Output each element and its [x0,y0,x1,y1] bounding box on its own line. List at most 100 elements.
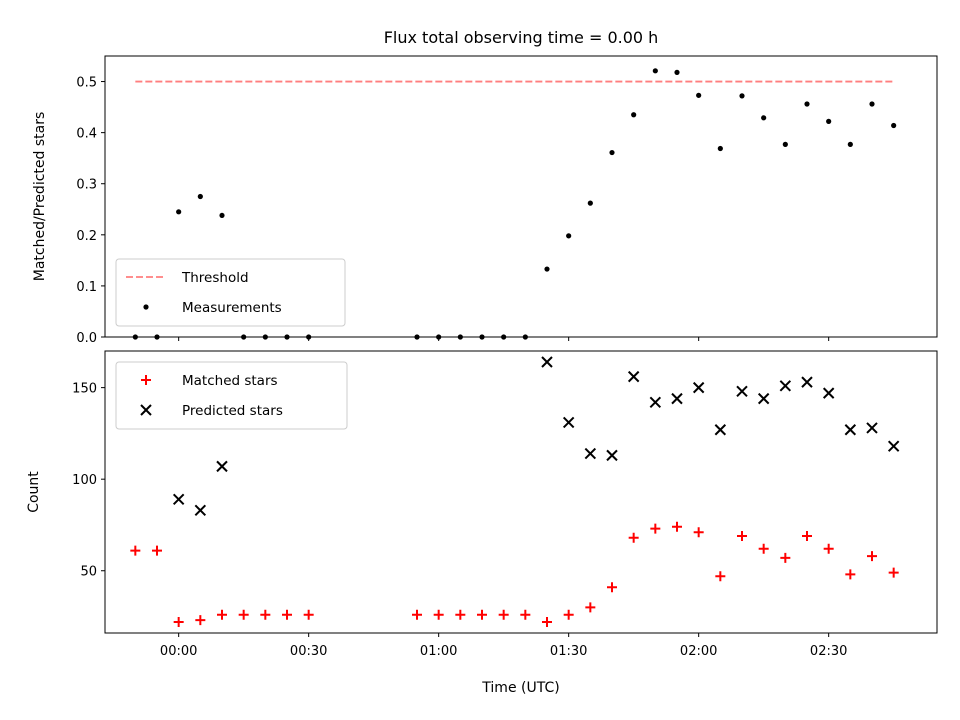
data-point [238,609,249,620]
series-measurements [132,68,897,340]
data-point [585,602,596,613]
data-point [627,370,640,383]
data-point [541,356,553,368]
data-point [260,609,271,620]
data-point [779,380,792,392]
data-point [801,376,813,388]
data-point [609,149,615,156]
data-point [739,93,745,99]
data-point [455,609,466,620]
legend-entry-label: Matched stars [182,373,278,389]
data-point [714,424,727,436]
data-point [652,68,658,74]
data-point [241,334,247,340]
data-point [650,523,661,534]
data-point [282,609,292,620]
data-point [130,545,141,556]
data-point [757,392,770,405]
data-point [284,334,290,340]
plot-area-frame [104,350,938,634]
data-point [867,551,877,562]
data-point [823,543,834,554]
data-point [804,101,810,107]
data-point [737,530,747,541]
data-point [544,266,550,272]
data-point [522,334,528,340]
data-point [736,385,748,397]
y-tick-label: 0.5 [76,76,97,91]
legend-box [115,361,348,430]
data-point [845,569,856,580]
y-tick-label: 0.1 [76,280,97,295]
y-tick-label: 50 [80,565,97,580]
legend-marker [143,304,149,310]
data-point [844,424,857,436]
data-point [866,422,878,434]
y-tick-label: 0.2 [76,229,97,244]
data-point [501,334,507,340]
data-point [631,112,637,118]
data-point [761,115,767,121]
data-point [587,200,593,206]
data-point [891,122,897,129]
y-tick-label: 0.0 [76,331,97,346]
data-point [847,141,853,147]
data-point [433,609,444,620]
data-point [888,567,899,578]
data-point [887,440,900,452]
data-point [628,532,639,543]
x-tick-label: 02:30 [810,644,847,659]
data-point [542,617,552,628]
data-point [869,101,875,107]
data-point [216,460,228,473]
data-point [758,543,769,554]
data-point [306,334,312,340]
data-point [195,615,206,626]
plot-area-frame [104,55,938,338]
x-tick-label: 01:30 [550,644,587,659]
legend-entry-label: Measurements [182,300,282,316]
series-matched-stars [130,521,899,628]
data-point [219,212,225,219]
x-tick-label: 02:00 [680,644,717,659]
bottom-panel: 50 100 150 00:00 00:30 01:00 01:30 02:00 02:30 Co… [26,350,938,659]
y-tick-label: 0.3 [76,178,97,193]
x-tick-label: 00:30 [290,644,327,659]
data-point [782,141,788,147]
data-point [520,609,531,620]
legend: Matched stars Predicted stars [115,361,348,430]
data-point [692,381,705,394]
x-tick-label: 01:00 [420,644,457,659]
data-point [566,233,572,239]
data-point [696,92,702,98]
data-point [606,449,618,462]
data-point [780,552,791,563]
data-point [479,334,485,340]
data-point [152,545,162,556]
y-tick-label: 0.4 [76,127,97,142]
data-point [172,493,185,506]
data-point [412,609,422,620]
data-point [649,396,662,408]
legend-box [115,258,346,327]
data-point [607,582,617,593]
data-point [217,609,227,620]
y-tick-label: 150 [72,382,97,397]
data-point [197,193,203,200]
data-point [822,387,835,399]
data-point [717,145,723,152]
data-point [826,118,832,124]
data-point [802,530,812,541]
top-panel: 0.0 0.1 0.2 0.3 0.4 0.5 Matched/Predicted star… [32,55,938,346]
legend-entry-label: Predicted stars [182,403,283,419]
data-point [303,609,314,620]
data-point [457,334,463,340]
data-point [584,447,597,460]
data-point [262,334,268,340]
data-point [562,416,575,429]
x-tick-label: 00:00 [160,644,197,659]
y-tick-label: 100 [72,473,97,488]
data-point [132,334,138,340]
legend-marker [140,404,152,416]
